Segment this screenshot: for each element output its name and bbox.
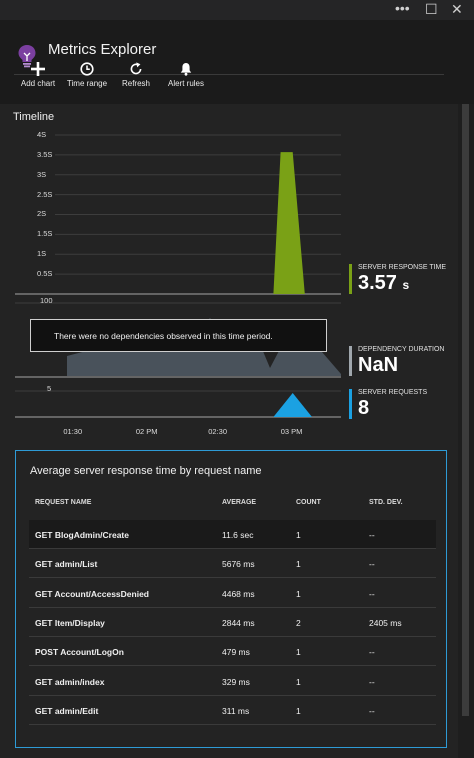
add-chart-label: Add chart: [20, 79, 56, 88]
average-cell: 479 ms: [222, 647, 250, 658]
average-cell: 11.6 sec: [222, 530, 254, 540]
more-options-icon[interactable]: •••: [395, 0, 410, 16]
x-tick-label: 02:30: [208, 427, 228, 436]
metric-value: NaN: [358, 354, 399, 376]
std-dev-cell: --: [369, 530, 375, 540]
count-cell: 1: [296, 559, 301, 570]
server-requests-area: [273, 393, 312, 417]
std-dev-cell: 2405 ms: [369, 617, 402, 628]
metric-color-bar: [349, 264, 352, 294]
count-cell: 1: [296, 705, 301, 716]
maximize-icon[interactable]: ☐: [425, 1, 438, 17]
metric-color-bar: [349, 346, 352, 376]
no-dependencies-tooltip: There were no dependencies observed in t…: [30, 319, 327, 352]
table-row[interactable]: GET admin/Edit 311 ms 1 --: [29, 696, 436, 725]
page-title: Metrics Explorer: [48, 41, 157, 58]
scrollbar[interactable]: [462, 104, 469, 716]
std-dev-cell: --: [369, 676, 375, 687]
metric-value: 3.57 s: [358, 272, 410, 294]
refresh-button[interactable]: Refresh: [120, 62, 152, 88]
header-divider: [14, 74, 444, 75]
request-name-cell: GET BlogAdmin/Create: [35, 530, 129, 540]
blade-header: Metrics Explorer Add chart Time range Re…: [0, 20, 474, 104]
column-header-request-name[interactable]: REQUEST NAME: [35, 499, 92, 506]
column-header-count[interactable]: COUNT: [296, 499, 321, 506]
response-time-area: [15, 152, 312, 294]
count-cell: 1: [296, 647, 301, 658]
average-cell: 5676 ms: [222, 559, 255, 570]
y-tick-label: 100: [40, 296, 53, 305]
table-row[interactable]: GET admin/index 329 ms 1 --: [29, 667, 436, 696]
std-dev-cell: --: [369, 588, 375, 599]
y-tick-label: 3S: [37, 169, 47, 179]
alert-rules-button[interactable]: Alert rules: [166, 62, 206, 88]
y-tick-label: 1S: [37, 249, 47, 259]
y-tick-label: 1.5S: [37, 229, 53, 239]
count-cell: 1: [296, 676, 301, 687]
alert-rules-label: Alert rules: [167, 79, 204, 88]
metric-label: SERVER REQUESTS: [358, 389, 428, 396]
window-top-bar: [0, 0, 474, 20]
metric-value: 8: [358, 397, 370, 419]
table-row[interactable]: GET Item/Display 2844 ms 2 2405 ms: [29, 608, 436, 637]
y-tick-label: 3.5S: [37, 149, 53, 159]
clock-icon: [80, 62, 94, 76]
timeline-chart: [15, 134, 341, 418]
x-tick-label: 02 PM: [135, 427, 158, 436]
y-tick-label: 5: [47, 384, 52, 393]
average-cell: 311 ms: [222, 705, 250, 716]
metric-label: DEPENDENCY DURATION: [358, 346, 445, 353]
column-header-std-dev[interactable]: STD. DEV.: [369, 499, 403, 506]
request-name-cell: GET Item/Display: [35, 617, 105, 628]
y-tick-label: 2S: [37, 209, 47, 219]
refresh-label: Refresh: [121, 79, 150, 88]
count-cell: 1: [296, 530, 301, 540]
average-cell: 2844 ms: [222, 617, 255, 628]
request-name-cell: GET admin/Edit: [35, 705, 99, 716]
table-title: Average server response time by request …: [30, 465, 262, 477]
add-chart-button[interactable]: Add chart: [20, 62, 56, 88]
plus-icon: [31, 62, 45, 76]
metric-color-bar: [349, 389, 352, 419]
close-icon[interactable]: ✕: [451, 1, 463, 17]
table-row[interactable]: POST Account/LogOn 479 ms 1 --: [29, 637, 436, 667]
count-cell: 1: [296, 588, 301, 599]
table-row[interactable]: GET Account/AccessDenied 4468 ms 1 --: [29, 579, 436, 608]
timeline-title: Timeline: [13, 111, 55, 123]
std-dev-cell: --: [369, 559, 375, 570]
y-tick-label: 4S: [37, 129, 47, 139]
time-range-button[interactable]: Time range: [66, 62, 108, 88]
request-table-panel[interactable]: Average server response time by request …: [15, 450, 447, 748]
x-tick-label: 01:30: [63, 427, 83, 436]
average-cell: 4468 ms: [222, 588, 255, 599]
count-cell: 2: [296, 617, 301, 628]
metric-label: SERVER RESPONSE TIME: [358, 264, 447, 271]
table-row[interactable]: GET BlogAdmin/Create 11.6 sec 1 --: [29, 520, 436, 549]
bell-icon: [180, 63, 192, 76]
std-dev-cell: --: [369, 705, 375, 716]
request-name-cell: GET admin/List: [35, 559, 98, 570]
y-tick-label: 0.5S: [37, 269, 53, 279]
refresh-icon: [130, 62, 142, 75]
std-dev-cell: --: [369, 647, 375, 658]
y-tick-label: 2.5S: [37, 189, 53, 199]
x-tick-label: 03 PM: [280, 427, 303, 436]
request-name-cell: GET admin/index: [35, 676, 105, 687]
average-cell: 329 ms: [222, 676, 250, 687]
column-header-average[interactable]: AVERAGE: [222, 499, 257, 506]
table-row[interactable]: GET admin/List 5676 ms 1 --: [29, 549, 436, 579]
request-name-cell: POST Account/LogOn: [35, 647, 124, 658]
time-range-label: Time range: [66, 79, 108, 88]
lightbulb-icon: [18, 45, 36, 68]
tooltip-text: There were no dependencies observed in t…: [54, 331, 273, 341]
request-name-cell: GET Account/AccessDenied: [35, 588, 149, 599]
